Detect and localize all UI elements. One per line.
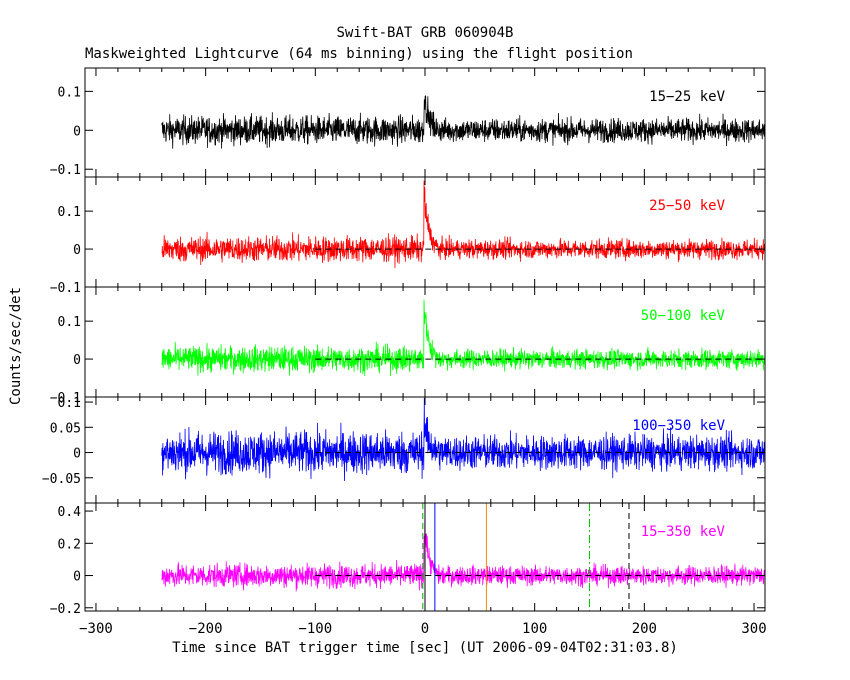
- y-tick-label: 0: [73, 243, 81, 258]
- y-tick-label: 0: [73, 124, 81, 139]
- series-line-25-50-kev: [161, 180, 766, 269]
- x-tick-label: 100: [522, 621, 547, 637]
- y-tick-label: 0.1: [58, 85, 81, 100]
- y-tick-label: −0.1: [50, 281, 81, 296]
- y-tick-label: 0: [73, 353, 81, 368]
- series-line-15-350-kev: [161, 518, 766, 592]
- y-tick-label: −0.1: [50, 391, 81, 406]
- series-line-15-25-kev: [161, 95, 766, 149]
- x-tick-label: −100: [298, 621, 332, 637]
- y-tick-label: 0: [73, 570, 81, 585]
- panel-frame: [84, 286, 766, 398]
- y-tick-label: 0.1: [58, 396, 81, 411]
- panel-energy-label: 15−350 keV: [641, 524, 726, 540]
- y-tick-label: −0.05: [42, 472, 81, 487]
- series-line-50-100-kev: [161, 299, 766, 377]
- chart-title: Swift-BAT GRB 060904B: [336, 25, 514, 41]
- x-tick-label: −200: [189, 621, 223, 637]
- y-tick-label: 0.4: [58, 505, 82, 520]
- x-tick-label: 0: [421, 621, 429, 637]
- y-tick-label: 0.1: [58, 205, 81, 220]
- y-axis-label: Counts/sec/det: [8, 286, 24, 405]
- panel-energy-label: 25−50 keV: [649, 198, 725, 214]
- panel-energy-label: 50−100 keV: [641, 308, 726, 324]
- y-tick-label: 0.1: [58, 315, 81, 330]
- series-line-100-350-kev: [161, 397, 766, 482]
- y-tick-label: 0.2: [58, 537, 81, 552]
- x-tick-label: 300: [741, 621, 766, 637]
- y-tick-label: −0.2: [50, 602, 81, 617]
- x-axis-label: Time since BAT trigger time [sec] (UT 20…: [172, 640, 678, 656]
- x-tick-label: −300: [79, 621, 113, 637]
- y-tick-label: 0.05: [50, 421, 81, 436]
- chart-subtitle: Maskweighted Lightcurve (64 ms binning) …: [85, 46, 633, 62]
- panel-energy-label: 15−25 keV: [649, 89, 725, 105]
- y-tick-label: −0.1: [50, 163, 81, 178]
- panel-frame: [84, 67, 766, 178]
- y-tick-label: 0: [73, 447, 81, 462]
- x-tick-label: 200: [632, 621, 657, 637]
- panel-energy-label: 100−350 keV: [632, 418, 725, 434]
